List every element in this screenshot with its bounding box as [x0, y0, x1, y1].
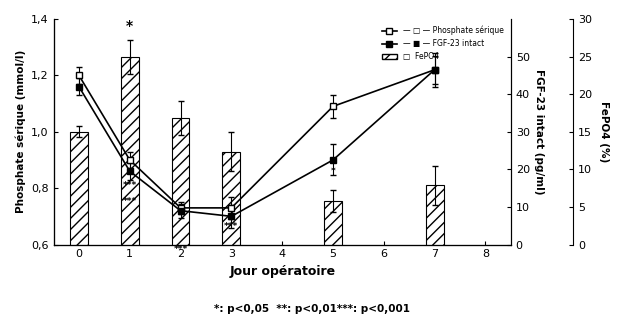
- Legend: — □ — Phosphate sérique, — ■ — FGF-23 intact, □  FePO4: — □ — Phosphate sérique, — ■ — FGF-23 in…: [379, 23, 507, 64]
- Bar: [223, 152, 240, 315]
- Bar: [172, 118, 190, 315]
- Y-axis label: FGF-23 intact (pg/ml): FGF-23 intact (pg/ml): [534, 69, 544, 195]
- Text: ***: ***: [123, 197, 137, 206]
- Text: *: *: [331, 167, 335, 176]
- Text: ***: ***: [123, 181, 137, 190]
- Text: ***: ***: [173, 244, 188, 254]
- Text: *: *: [126, 19, 134, 33]
- X-axis label: Jour opératoire: Jour opératoire: [229, 265, 335, 278]
- Bar: [426, 185, 444, 315]
- Bar: [121, 57, 139, 315]
- Text: *: p<0,05  **: p<0,01***: p<0,001: *: p<0,05 **: p<0,01***: p<0,001: [214, 304, 410, 314]
- Y-axis label: Phosphate sérique (mmol/l): Phosphate sérique (mmol/l): [15, 50, 26, 213]
- Text: ***: ***: [224, 222, 238, 231]
- Bar: [324, 201, 342, 315]
- Y-axis label: FePO4 (%): FePO4 (%): [599, 101, 609, 163]
- Bar: [70, 132, 88, 315]
